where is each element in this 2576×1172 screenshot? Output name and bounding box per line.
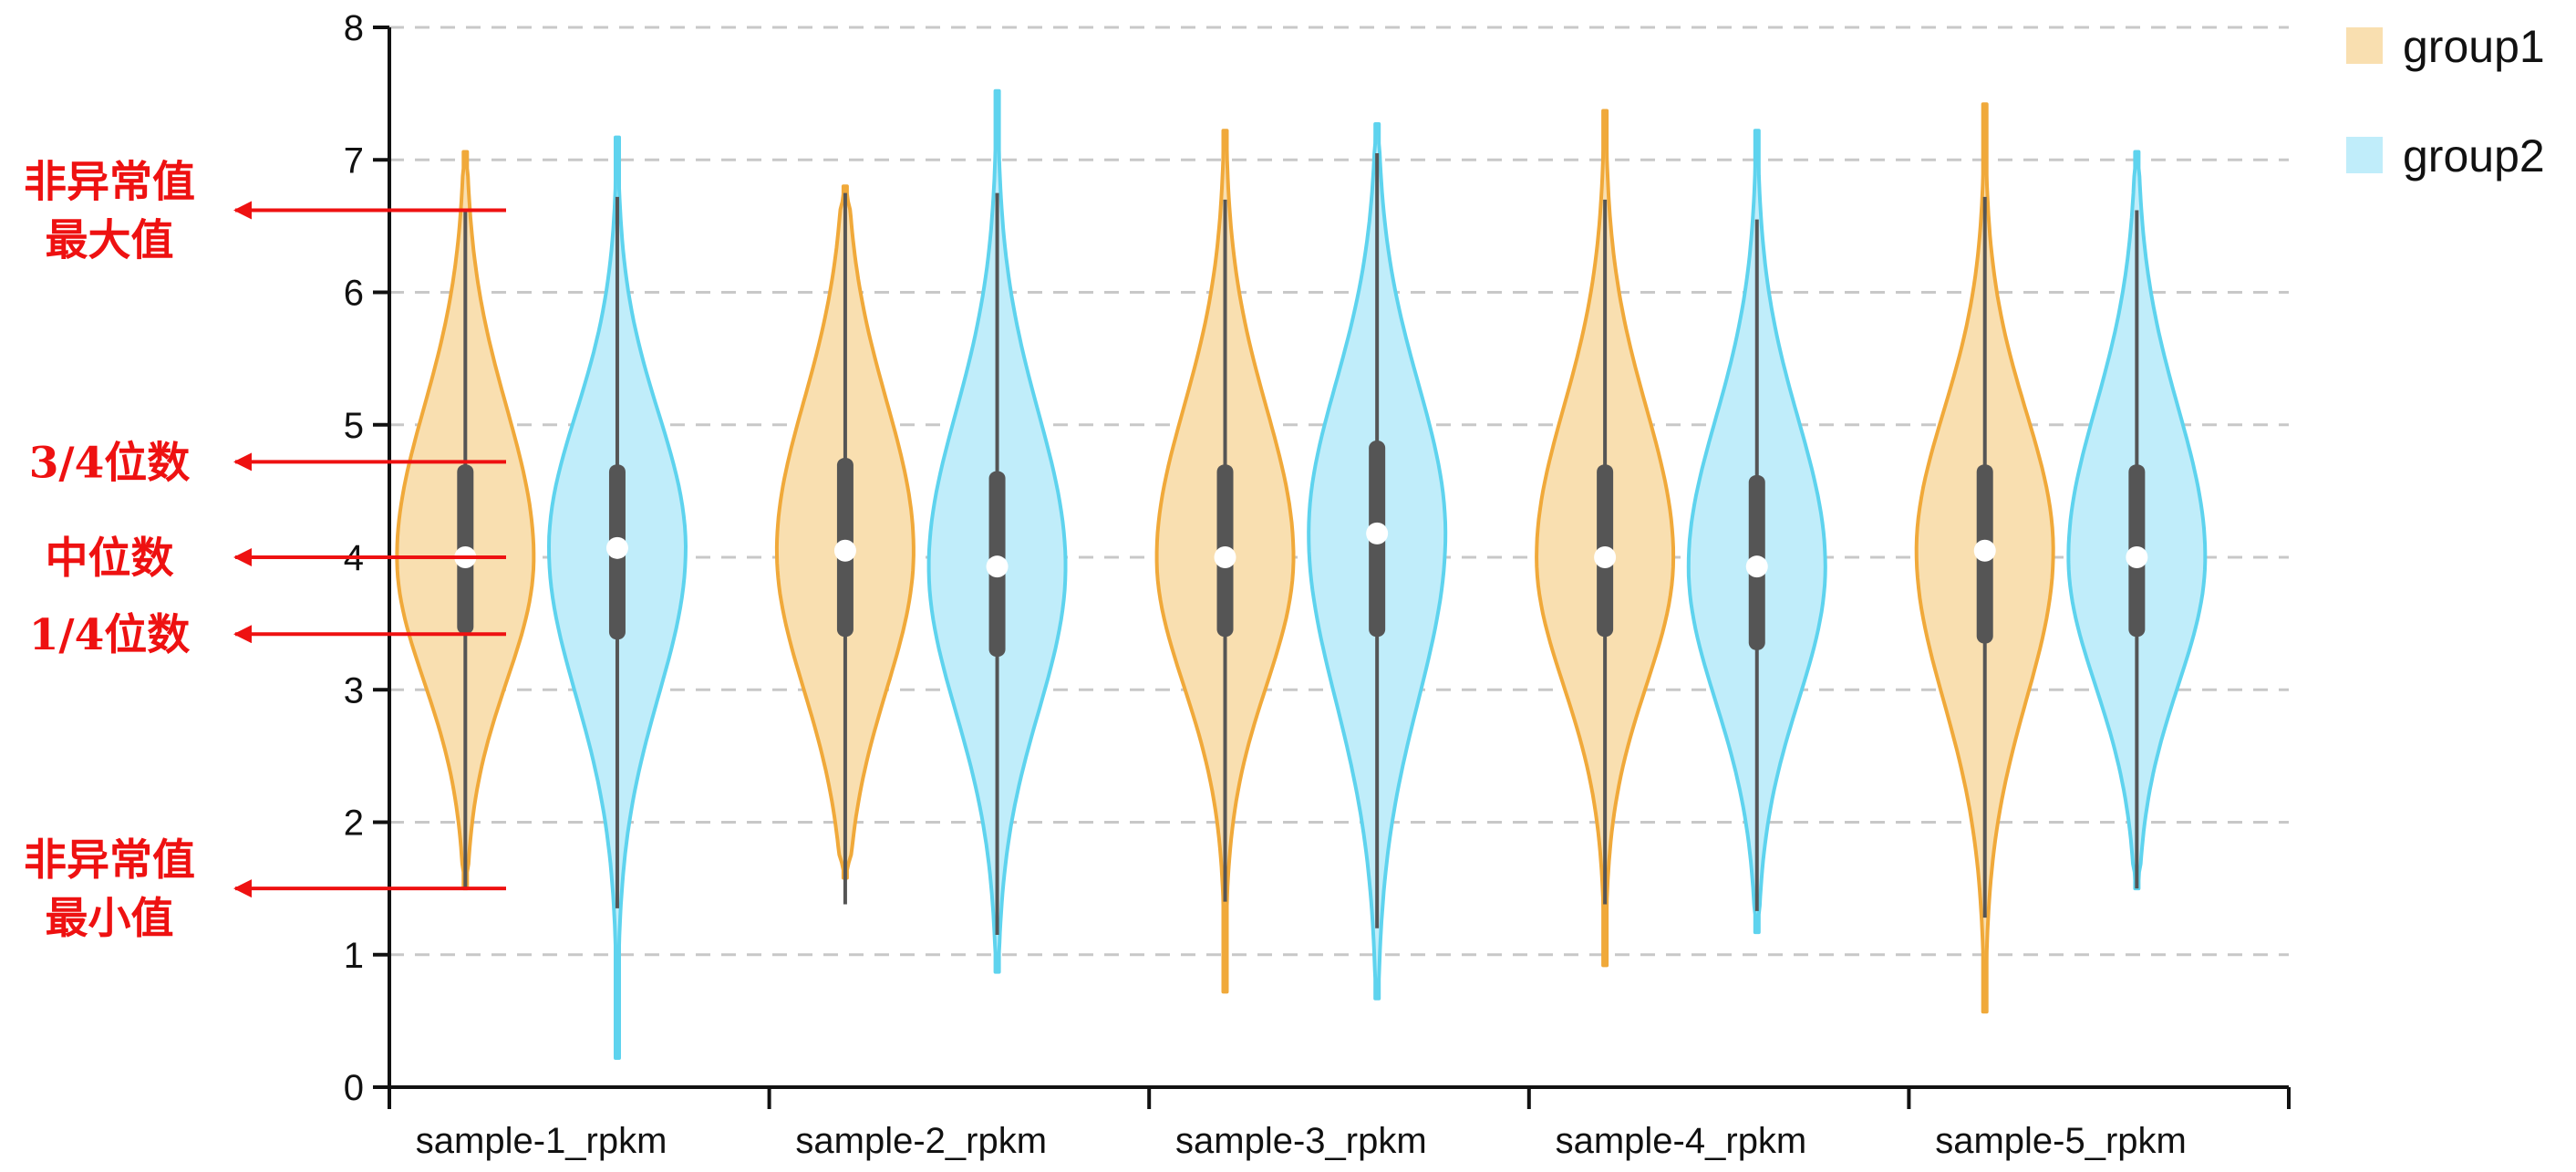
violins — [395, 88, 2208, 1060]
median-dot — [1973, 539, 1996, 562]
annotation-3: 中位数 — [46, 534, 506, 584]
x-tick-label-1: sample-1_rpkm — [416, 1121, 667, 1161]
annotation-label: 中位数 — [46, 534, 174, 584]
median-dot — [833, 539, 856, 562]
annotation-label: 1/4位数 — [29, 610, 191, 660]
median-dot — [1594, 546, 1617, 568]
x-tick-label-2: sample-2_rpkm — [795, 1121, 1047, 1161]
median-dot — [1214, 546, 1236, 568]
violin-group1-4 — [1535, 109, 1676, 968]
y-tick-label-6: 6 — [344, 274, 364, 314]
annotation-4: 1/4位数 — [29, 610, 506, 660]
violin-group2-4 — [1686, 129, 1827, 935]
violin-group2-3 — [1307, 122, 1448, 1001]
violin-group1-5 — [1914, 102, 2055, 1014]
annotation-2: 3/4位数 — [29, 438, 506, 488]
y-tick-label-8: 8 — [344, 8, 364, 48]
y-tick-label-3: 3 — [344, 670, 364, 710]
violin-group1-3 — [1154, 129, 1296, 994]
median-dot — [2126, 546, 2148, 568]
annotation-label: 最大值 — [46, 215, 174, 265]
y-tick-label-5: 5 — [344, 406, 364, 446]
annotation-label: 非异常值 — [24, 157, 195, 207]
median-dot — [1366, 522, 1389, 545]
violin-group2-1 — [547, 135, 688, 1060]
median-dot — [1745, 555, 1768, 578]
median-dot — [605, 536, 628, 559]
x-tick-label-3: sample-3_rpkm — [1175, 1121, 1427, 1161]
y-tick-label-7: 7 — [344, 140, 364, 181]
violin-group1-1 — [395, 150, 536, 891]
violin-group2-2 — [926, 88, 1068, 974]
x-tick-label-5: sample-5_rpkm — [1935, 1121, 2187, 1161]
annotation-label: 3/4位数 — [29, 438, 191, 488]
y-tick-label-2: 2 — [344, 804, 364, 844]
axes: 012345678sample-1_rpkmsample-2_rpkmsampl… — [344, 8, 2291, 1161]
median-dot — [986, 555, 1009, 578]
y-tick-label-0: 0 — [344, 1068, 364, 1108]
x-tick-label-4: sample-4_rpkm — [1556, 1121, 1807, 1161]
violin-group2-5 — [2066, 150, 2208, 891]
legend-swatch-group1 — [2346, 27, 2383, 64]
legend-swatch-group2 — [2346, 137, 2383, 173]
annotation-label: 非异常值 — [24, 835, 195, 886]
violin-group1-2 — [774, 184, 916, 905]
legend-label-group2: group2 — [2403, 130, 2545, 182]
legend-label-group1: group1 — [2403, 21, 2545, 72]
annotation-label: 最小值 — [46, 894, 174, 944]
legend: group1 group2 — [2346, 21, 2545, 182]
y-tick-label-1: 1 — [344, 936, 364, 976]
